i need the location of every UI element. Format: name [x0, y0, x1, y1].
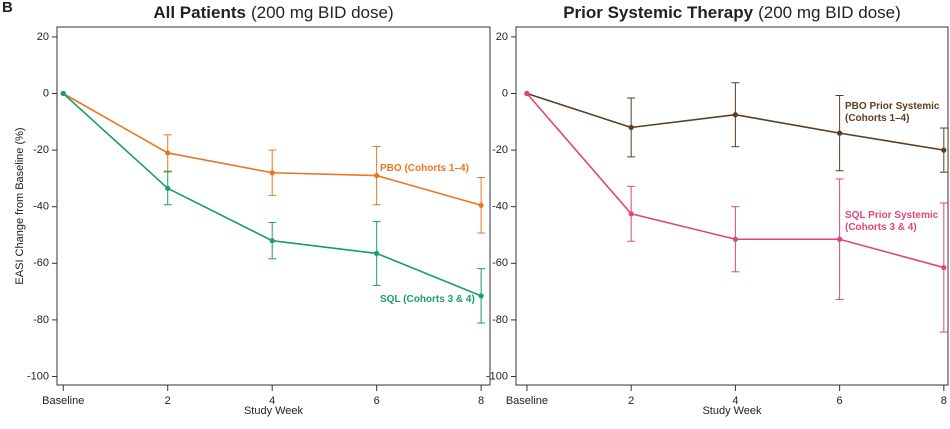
y-tick-label: -60 — [33, 257, 49, 269]
data-point — [524, 90, 530, 97]
data-point — [732, 112, 738, 118]
y-tick-label: -100 — [27, 370, 49, 382]
series-label: PBO Prior Systemic (Cohorts 1–4) — [845, 101, 940, 124]
data-point — [732, 236, 738, 242]
x-tick-label: 4 — [269, 395, 275, 407]
series-label-box: PBO (Cohorts 1–4) — [380, 163, 469, 174]
x-tick-label: 4 — [732, 395, 738, 407]
x-axis-title: Study Week — [702, 405, 762, 417]
y-tick-label: -20 — [33, 144, 49, 156]
y-tick-label: -80 — [492, 314, 508, 326]
x-tick-label: 6 — [837, 395, 843, 407]
data-point — [478, 293, 484, 299]
y-tick-label: -100 — [486, 370, 508, 382]
x-tick-label: Baseline — [42, 395, 84, 407]
data-point — [165, 150, 171, 156]
data-point — [837, 130, 843, 136]
y-tick-label: -80 — [33, 314, 49, 326]
x-axis-title: Study Week — [244, 405, 304, 417]
data-point — [374, 250, 380, 257]
data-point — [837, 236, 843, 242]
data-point — [269, 238, 275, 244]
title-note: (200 mg BID dose) — [758, 3, 901, 22]
y-axis-title: EASI Change from Baseline (%) — [14, 127, 26, 284]
panel-label: B — [2, 0, 13, 16]
x-tick-label: 2 — [165, 395, 171, 407]
plot-frame — [515, 26, 949, 386]
data-point — [478, 202, 484, 208]
data-point — [374, 172, 380, 179]
chart-title: Prior Systemic Therapy (200 mg BID dose) — [563, 3, 901, 22]
series-label-box: SQL (Cohorts 3 & 4) — [380, 294, 475, 305]
series-label: SQL Prior Systemic (Cohorts 3 & 4) — [845, 210, 939, 233]
chart-title: All Patients (200 mg BID dose) — [153, 3, 393, 22]
data-point — [941, 147, 947, 153]
series-label: SQL (Cohorts 3 & 4) — [380, 294, 475, 305]
title-main: All Patients — [153, 3, 246, 22]
title-main: Prior Systemic Therapy — [563, 3, 753, 22]
data-point — [165, 185, 171, 191]
x-tick-label: 8 — [941, 395, 947, 407]
x-tick-label: 8 — [478, 395, 484, 407]
y-tick-label: 0 — [43, 87, 49, 99]
data-point — [269, 170, 275, 176]
data-point — [941, 264, 947, 271]
y-tick-label: 20 — [496, 31, 508, 43]
y-tick-label: -20 — [492, 144, 508, 156]
x-tick-label: Baseline — [506, 395, 548, 407]
y-tick-label: -60 — [492, 257, 508, 269]
x-tick-label: 6 — [374, 395, 380, 407]
data-point — [628, 211, 634, 217]
y-tick-label: -40 — [33, 201, 49, 213]
y-tick-label: 20 — [37, 31, 49, 43]
x-tick-label: 2 — [628, 395, 634, 407]
series-label: PBO (Cohorts 1–4) — [380, 163, 469, 174]
y-tick-label: -40 — [492, 201, 508, 213]
y-tick-label: 0 — [502, 87, 508, 99]
title-note: (200 mg BID dose) — [251, 3, 394, 22]
series-label-box: SQL Prior Systemic (Cohorts 3 & 4) — [845, 210, 939, 233]
series-label-box: PBO Prior Systemic (Cohorts 1–4) — [845, 101, 940, 124]
data-point — [60, 90, 66, 97]
data-point — [628, 124, 634, 131]
plot-frame — [56, 26, 491, 386]
